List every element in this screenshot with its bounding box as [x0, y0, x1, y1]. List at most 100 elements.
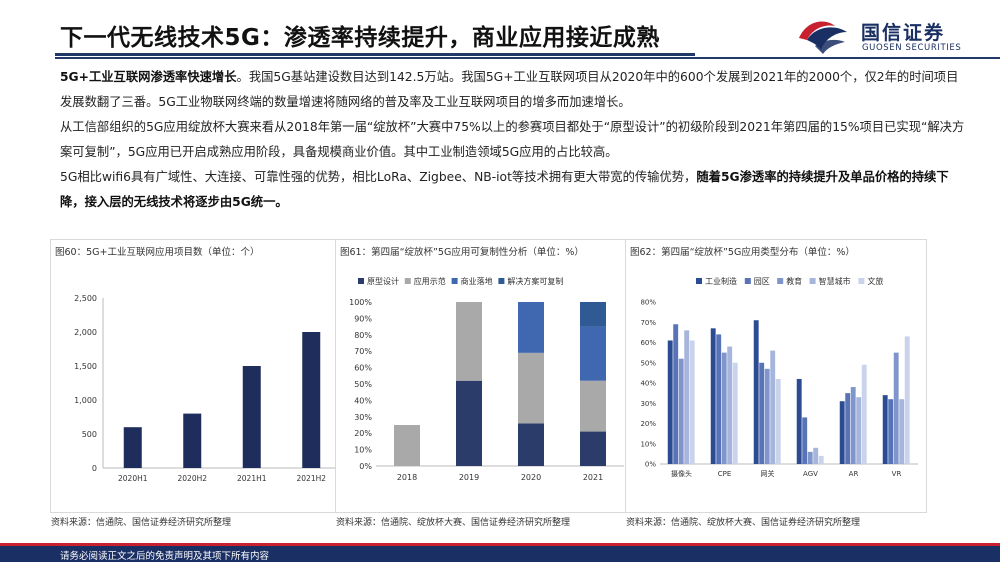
- legend-label: 智慧城市: [819, 276, 851, 286]
- y-tick-label: 0%: [359, 462, 372, 471]
- title-rule: [55, 57, 1000, 59]
- chart-source-62: 资料来源：信通院、绽放杯大赛、国信证券经济研究所整理: [626, 518, 861, 528]
- y-tick-label: 50%: [354, 380, 372, 389]
- legend-label: 应用示范: [414, 276, 446, 286]
- y-tick-label: 10%: [354, 446, 372, 455]
- bar: [302, 332, 321, 468]
- paragraph-3: 5G相比wifi6具有广域性、大连接、可靠性强的优势，相比LoRa、Zigbee…: [60, 165, 965, 215]
- legend-swatch: [498, 278, 505, 284]
- stacked-bar-segment: [518, 352, 544, 424]
- legend-swatch: [858, 278, 865, 284]
- y-tick-label: 70%: [354, 347, 372, 356]
- grouped-bar: [764, 368, 770, 464]
- y-tick-label: 0%: [645, 461, 656, 469]
- paragraph-1: 5G+工业互联网渗透率快速增长。我国5G基站建设数目达到142.5万站。我国5G…: [60, 65, 965, 115]
- legend-swatch: [744, 278, 751, 284]
- logo-text-cn: 国信证券: [861, 22, 946, 44]
- grouped-bar: [710, 328, 716, 464]
- legend-swatch: [809, 278, 816, 284]
- grouped-bar: [684, 330, 690, 464]
- chart-title-62: 图62：第四届“绽放杯”5G应用类型分布（单位：%）: [630, 247, 855, 258]
- x-tick-label: AR: [849, 470, 859, 478]
- y-tick-label: 40%: [640, 380, 656, 388]
- x-tick-label: 2021H2: [297, 474, 327, 483]
- legend-swatch: [777, 278, 784, 284]
- y-tick-label: 500: [82, 430, 97, 439]
- x-tick-label: 摄像头: [671, 469, 692, 478]
- y-tick-label: 80%: [354, 331, 372, 340]
- chart-60-svg: 0 500 1,000 1,500 2,000 2,500 2020H1 2020H2 2021…: [74, 294, 341, 483]
- chart-62-svg: 0% 10% 20% 30% 40% 50% 60% 70% 80% 工业制造 园区 教育 智慧城市 文旅…: [640, 276, 918, 478]
- x-tick-label: 2021H1: [237, 474, 267, 483]
- grouped-bar: [802, 417, 808, 464]
- grouped-bar: [818, 455, 824, 464]
- paragraph-1-text: 。我国5G基站建设数目达到142.5万站。我国5G+工业互联网项目从2020年中…: [60, 70, 959, 109]
- grouped-bar: [673, 324, 679, 464]
- grouped-bar: [775, 378, 781, 464]
- bar: [183, 413, 202, 468]
- x-tick-label: 2021: [583, 473, 603, 482]
- grouped-bar: [861, 364, 867, 464]
- y-tick-label: 2,500: [74, 294, 97, 303]
- grouped-bar: [689, 340, 695, 464]
- grouped-bar: [813, 447, 819, 464]
- chart-source-61: 资料来源：信通院、绽放杯大赛、国信证券经济研究所整理: [336, 518, 571, 528]
- chart-source-60: 资料来源：信通院、国信证券经济研究所整理: [51, 518, 232, 528]
- legend-label: 原型设计: [367, 276, 399, 286]
- chart-panel-60: 图60：5G+工业互联网应用项目数（单位：个） 0 500 1,000 1,500 2,…: [50, 239, 352, 528]
- x-tick-label: 2020H1: [118, 474, 148, 483]
- legend-swatch: [358, 278, 364, 284]
- y-tick-label: 10%: [640, 440, 656, 448]
- stacked-bar-segment: [518, 302, 544, 353]
- grouped-bar: [807, 451, 813, 464]
- stacked-bar-segment: [580, 302, 606, 327]
- paragraph-1-lead: 5G+工业互联网渗透率快速增长: [60, 70, 237, 84]
- footer-bar: [0, 546, 1000, 562]
- stacked-bar-segment: [518, 423, 544, 466]
- grouped-bar: [727, 346, 733, 464]
- grouped-bar: [893, 352, 899, 464]
- logo-text-en: GUOSEN SECURITIES: [862, 43, 962, 53]
- stacked-bar-segment: [580, 326, 606, 381]
- stacked-bar-segment: [456, 302, 482, 381]
- paragraph-3-text: 5G相比wifi6具有广域性、大连接、可靠性强的优势，相比LoRa、Zigbee…: [60, 170, 697, 184]
- legend-label: 园区: [754, 277, 770, 286]
- grouped-bar: [888, 399, 894, 464]
- footer-accent-bar: [0, 543, 1000, 546]
- grouped-bar: [716, 334, 722, 464]
- footer-disclaimer: 请务必阅读正文之后的免责声明及其项下所有内容: [60, 551, 270, 562]
- grouped-bar: [759, 362, 765, 464]
- grouped-bar: [667, 340, 673, 464]
- grouped-bar: [732, 362, 738, 464]
- stacked-bar-segment: [580, 431, 606, 466]
- legend-label: 教育: [786, 276, 802, 286]
- legend-label: 解决方案可复制: [507, 276, 563, 286]
- y-tick-label: 70%: [640, 319, 656, 327]
- stacked-bar-segment: [394, 425, 420, 466]
- legend-swatch: [404, 278, 411, 284]
- page-title: 下一代无线技术5G：渗透率持续提升，商业应用接近成熟: [60, 25, 660, 51]
- grouped-bar: [882, 395, 888, 464]
- y-tick-label: 1,500: [74, 362, 97, 371]
- chart-61-svg: 0% 10% 20% 30% 40% 50% 60% 70% 80% 90% 100% 原型设计 应用示…: [349, 276, 624, 482]
- paragraph-3-emphasis: 随着5G渗透率的持续提升及单品价格的持续下降，接入层的无线技术将逐步由5G统一。: [60, 170, 949, 209]
- y-tick-label: 20%: [640, 420, 656, 428]
- x-tick-label: 网关: [761, 469, 775, 478]
- company-logo: 国信证券 GUOSEN SECURITIES: [795, 16, 995, 60]
- legend-label: 文旅: [867, 276, 883, 286]
- grouped-bar: [753, 320, 759, 464]
- y-tick-label: 1,000: [74, 396, 97, 405]
- grouped-bar: [678, 358, 684, 464]
- x-tick-label: VR: [892, 470, 902, 478]
- y-tick-label: 0: [92, 464, 97, 473]
- legend-swatch: [696, 278, 702, 284]
- chart-title-60: 图60：5G+工业互联网应用项目数（单位：个）: [55, 247, 260, 258]
- bar: [123, 427, 142, 468]
- grouped-bar: [899, 399, 905, 464]
- bar: [242, 366, 261, 468]
- grouped-bar: [839, 401, 845, 464]
- chart-panel-61: 图61：第四届“绽放杯”5G应用可复制性分析（单位：%） 0% 10% 20% 30%…: [335, 239, 637, 528]
- logo-mark-icon: [799, 21, 847, 54]
- y-tick-label: 50%: [640, 359, 656, 367]
- y-tick-label: 90%: [354, 314, 372, 323]
